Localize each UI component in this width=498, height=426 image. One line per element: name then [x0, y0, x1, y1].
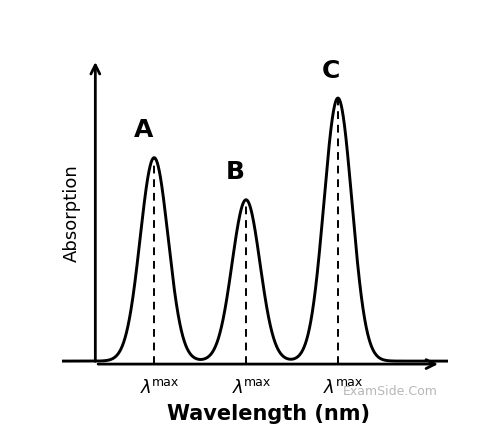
Text: max: max	[336, 375, 364, 388]
Text: max: max	[152, 375, 180, 388]
Text: $\lambda$: $\lambda$	[323, 378, 335, 396]
Text: max: max	[244, 375, 271, 388]
Text: B: B	[226, 160, 245, 184]
Text: Wavelength (nm): Wavelength (nm)	[167, 403, 370, 423]
Text: C: C	[321, 58, 340, 82]
Text: A: A	[133, 118, 153, 142]
Text: $\lambda$: $\lambda$	[139, 378, 151, 396]
Text: $\lambda$: $\lambda$	[232, 378, 243, 396]
Text: Absorption: Absorption	[62, 164, 81, 261]
Text: ExamSide.Com: ExamSide.Com	[342, 384, 437, 397]
